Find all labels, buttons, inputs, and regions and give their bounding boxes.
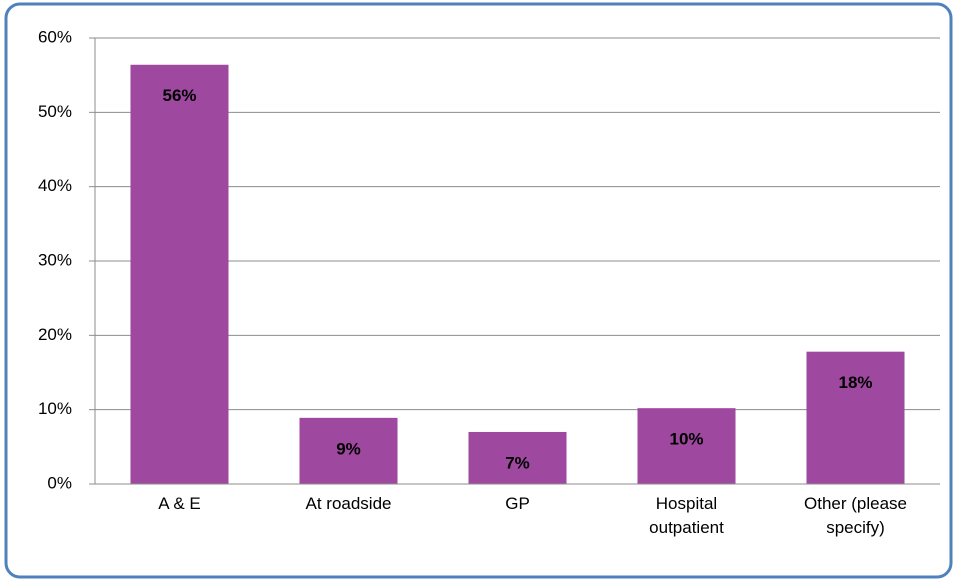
- x-tick-label: Hospital outpatient: [649, 494, 724, 537]
- y-tick-label: 30%: [38, 250, 72, 269]
- bar: [637, 408, 736, 484]
- y-tick-label: 40%: [38, 176, 72, 195]
- bar: [130, 64, 229, 484]
- bar: [468, 431, 567, 484]
- x-tick-label: At roadside: [305, 494, 392, 513]
- bar: [806, 351, 905, 484]
- bar: [299, 417, 398, 484]
- x-tick-label: A & E: [158, 494, 201, 513]
- data-label: 10%: [669, 430, 703, 449]
- data-label: 7%: [505, 453, 530, 472]
- y-tick-label: 50%: [38, 102, 72, 121]
- y-tick-label: 10%: [38, 399, 72, 418]
- data-label: 18%: [838, 373, 872, 392]
- y-tick-label: 20%: [38, 325, 72, 344]
- y-tick-label: 0%: [47, 473, 72, 492]
- x-tick-label: GP: [505, 494, 530, 513]
- data-label: 9%: [336, 439, 361, 458]
- data-label: 56%: [162, 86, 196, 105]
- x-tick-label: Other (please specify): [804, 494, 907, 537]
- y-tick-label: 60%: [38, 27, 72, 46]
